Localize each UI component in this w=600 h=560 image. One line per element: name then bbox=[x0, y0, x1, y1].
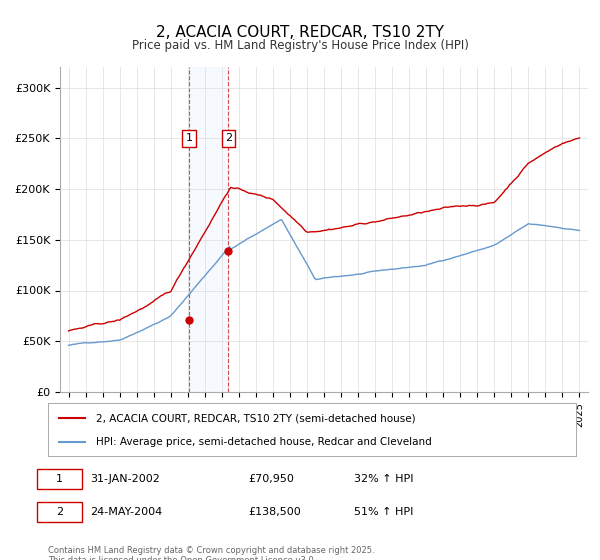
Text: 2: 2 bbox=[225, 133, 232, 143]
Text: 24-MAY-2004: 24-MAY-2004 bbox=[90, 507, 163, 517]
FancyBboxPatch shape bbox=[37, 469, 82, 489]
Text: 1: 1 bbox=[185, 133, 193, 143]
Text: 2, ACACIA COURT, REDCAR, TS10 2TY (semi-detached house): 2, ACACIA COURT, REDCAR, TS10 2TY (semi-… bbox=[95, 413, 415, 423]
Text: Contains HM Land Registry data © Crown copyright and database right 2025.
This d: Contains HM Land Registry data © Crown c… bbox=[48, 546, 374, 560]
Text: 1: 1 bbox=[56, 474, 63, 484]
Text: HPI: Average price, semi-detached house, Redcar and Cleveland: HPI: Average price, semi-detached house,… bbox=[95, 436, 431, 446]
Text: Price paid vs. HM Land Registry's House Price Index (HPI): Price paid vs. HM Land Registry's House … bbox=[131, 39, 469, 52]
Text: 32% ↑ HPI: 32% ↑ HPI bbox=[354, 474, 414, 484]
Text: 2: 2 bbox=[56, 507, 63, 517]
Bar bbox=[189, 67, 229, 392]
Text: 2, ACACIA COURT, REDCAR, TS10 2TY: 2, ACACIA COURT, REDCAR, TS10 2TY bbox=[156, 25, 444, 40]
Text: £70,950: £70,950 bbox=[248, 474, 295, 484]
Text: £138,500: £138,500 bbox=[248, 507, 301, 517]
Text: 31-JAN-2002: 31-JAN-2002 bbox=[90, 474, 160, 484]
Text: 51% ↑ HPI: 51% ↑ HPI bbox=[354, 507, 413, 517]
FancyBboxPatch shape bbox=[37, 502, 82, 522]
